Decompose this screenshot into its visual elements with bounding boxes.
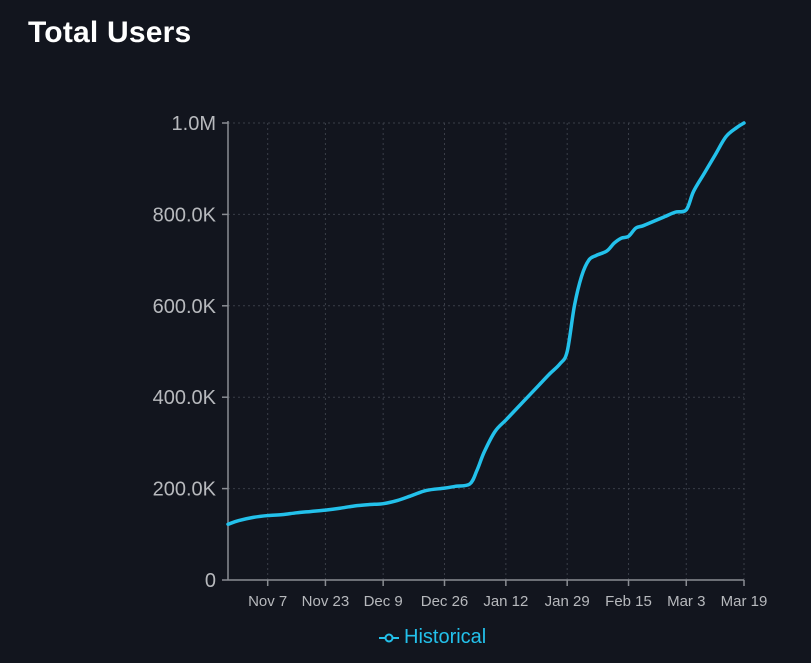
x-tick-label: Jan 29 [545, 593, 590, 610]
y-tick-label: 800.0K [153, 204, 217, 226]
grid-lines [228, 122, 745, 580]
x-tick-label: Jan 12 [483, 593, 528, 610]
y-tick-label: 400.0K [153, 387, 217, 409]
x-tick-label: Nov 23 [302, 593, 350, 610]
y-tick-label: 600.0K [153, 296, 217, 318]
legend[interactable]: Historical [378, 626, 486, 649]
x-tick-label: Mar 19 [721, 593, 768, 610]
y-tick-label: 200.0K [153, 479, 217, 501]
axes [222, 121, 745, 586]
legend-label: Historical [404, 626, 487, 648]
x-tick-labels: Nov 7 Nov 23 Dec 9 Dec 26 Jan 12 Jan 29 Feb 15… [248, 593, 767, 610]
chart-title: Total Users [28, 16, 192, 49]
legend-line-marker-icon [379, 633, 399, 642]
series-layer [226, 121, 746, 526]
x-tick-label: Nov 7 [248, 593, 287, 610]
y-tick-labels: 0 200.0K 400.0K 600.0K 800.0K 1.0M [153, 113, 217, 592]
series-line-historical [226, 121, 746, 526]
x-tick-label: Dec 26 [421, 593, 469, 610]
x-tick-label: Feb 15 [605, 593, 652, 610]
y-tick-label: 0 [205, 570, 216, 592]
y-tick-label: 1.0M [172, 113, 216, 135]
x-tick-label: Dec 9 [364, 593, 403, 610]
x-tick-label: Mar 3 [667, 593, 705, 610]
